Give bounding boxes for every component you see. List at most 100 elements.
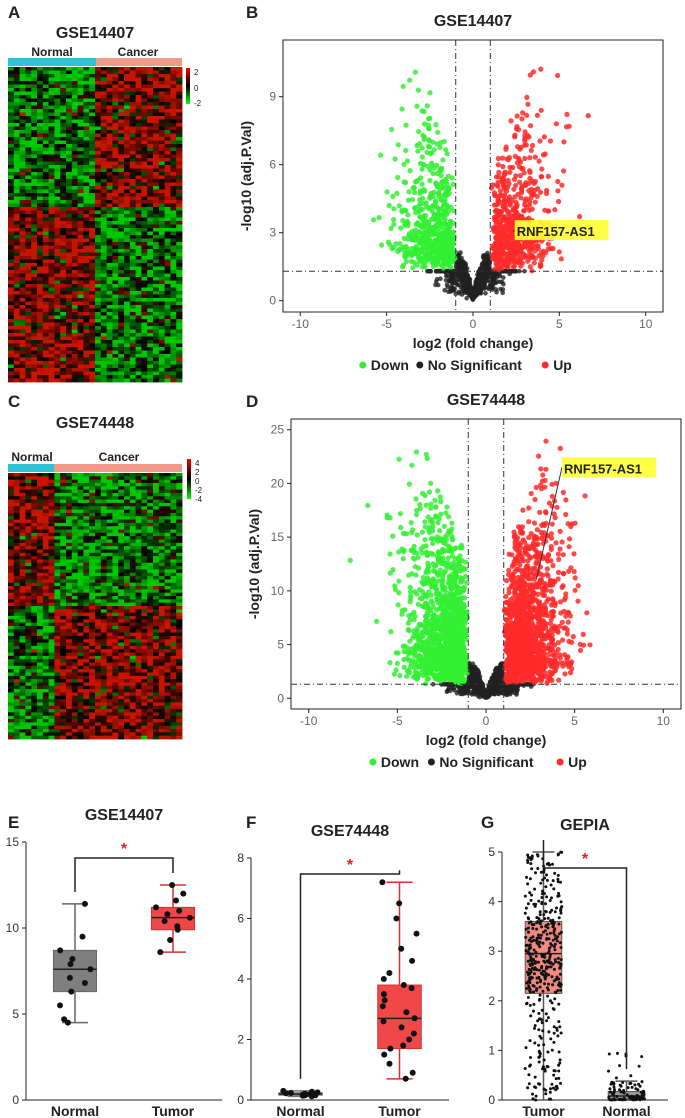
panel-c-colorbar (187, 459, 191, 499)
boxF-ytick-label: 2 (237, 1033, 244, 1047)
boxG-ytick-label: 5 (488, 845, 495, 859)
volcB-annotation-leader (512, 229, 516, 233)
boxG-title: GEPIA (560, 817, 610, 834)
volcD-annotation: RNF157-AS1 (564, 461, 642, 476)
volcD-legend-label: Up (568, 754, 587, 770)
volcB-ylabel: -log10 (adj.P.Val) (238, 121, 254, 231)
panel-a-title: GSE14407 (56, 25, 134, 42)
volcD-legend-label: No Significant (439, 754, 533, 770)
panel-c-colorbar-tick-0: 0 (195, 477, 200, 486)
volcD-ylabel: -log10 (adj.P.Val) (246, 509, 262, 619)
boxG-ytick-label: 2 (488, 994, 495, 1008)
boxF-significance-star: * (347, 857, 354, 874)
panel-a-normal-bar (8, 58, 96, 66)
panel-a-group-normal: Normal (31, 45, 72, 59)
volcD-ytick-label: 5 (277, 638, 284, 652)
panel-b-volcano: GSE14407 -10 -5 0 5 10 0 3 6 9 log2 (fold change) -… (238, 13, 664, 373)
volcB-ytick-label: 3 (269, 226, 276, 240)
panel-a-cancer-bar (96, 58, 182, 66)
panel-c-label: C (8, 392, 20, 411)
volcD-points (347, 438, 593, 700)
boxE-ytick-label: 10 (6, 921, 20, 935)
boxF-ytick-label: 8 (237, 851, 244, 865)
boxF-xlabel-normal: Normal (276, 1103, 324, 1118)
boxG-significance-star: * (582, 851, 589, 868)
panel-c-colorbar-tick-2: 2 (195, 468, 200, 477)
panel-c-group-cancer: Cancer (99, 450, 140, 464)
panel-g-boxplot: GEPIA 0 1 2 3 4 5 Tumor Normal * (488, 817, 668, 1118)
boxE-points-normal (57, 900, 94, 1026)
volcB-annotation: RNF157-AS1 (517, 224, 595, 239)
panel-c-group-normal: Normal (11, 450, 52, 464)
panel-b-label: B (246, 3, 258, 22)
boxG-ytick-label: 0 (488, 1093, 495, 1107)
boxF-title: GSE74448 (311, 823, 389, 840)
volcD-annotation-leader (536, 467, 563, 579)
volcB-legend-label: Down (371, 357, 409, 373)
panel-f-label: F (246, 813, 256, 832)
boxG-ytick-label: 4 (488, 895, 495, 909)
volcD-xtick-label: 0 (483, 714, 490, 728)
boxG-xlabel-tumor: Tumor (522, 1103, 565, 1118)
boxF-significance-bracket (299, 870, 401, 1079)
volcD-legend-marker (369, 758, 377, 766)
panel-c-normal-bar (8, 464, 54, 472)
volcB-xlabel: log2 (fold change) (413, 335, 534, 351)
volcD-xtick-label: -10 (300, 714, 318, 728)
volcD-title: GSE74448 (447, 392, 525, 409)
boxE-title: GSE14407 (85, 807, 163, 824)
volcD-ytick-label: 20 (271, 476, 285, 490)
volcB-legend-label: No Significant (428, 357, 522, 373)
boxG-xlabel-normal: Normal (602, 1103, 650, 1118)
boxG-points-normal (607, 1051, 646, 1102)
boxE-ytick-label: 0 (12, 1093, 19, 1107)
volcB-title: GSE14407 (434, 13, 512, 30)
volcD-xlabel: log2 (fold change) (426, 732, 547, 748)
volcD-ytick-label: 10 (271, 584, 285, 598)
boxE-xlabel-tumor: Tumor (152, 1103, 195, 1118)
volcB-annotation-highlight (514, 220, 609, 241)
volcB-ytick-label: 0 (269, 294, 276, 308)
boxE-xlabel-normal: Normal (51, 1103, 99, 1118)
panel-c-title: GSE74448 (56, 415, 134, 432)
volcB-xtick-label: 0 (470, 317, 477, 331)
volcD-legend-label: Down (381, 754, 419, 770)
panel-f-boxplot: GSE74448 0 2 4 6 8 Normal Tumor * (237, 823, 449, 1118)
volcB-legend-marker (416, 361, 424, 369)
boxE-box-tumor (150, 906, 196, 931)
panel-a-colorbar-tick-2: 2 (194, 68, 199, 77)
boxE-significance-bracket (74, 857, 174, 892)
panel-c-colorbar-tick-neg2: -2 (195, 486, 203, 495)
volcB-ytick-label: 9 (269, 90, 276, 104)
panel-a-colorbar (186, 68, 190, 104)
volcB-legend-label: Up (553, 357, 572, 373)
panel-e-boxplot: GSE14407 0 5 10 15 Normal Tumor * (6, 807, 222, 1118)
boxG-points-tumor (523, 850, 564, 1102)
boxE-ytick-label: 15 (6, 835, 20, 849)
panel-c-colorbar-tick-4: 4 (195, 459, 200, 468)
boxF-points-tumor (379, 879, 420, 1082)
volcD-xtick-label: 10 (657, 714, 671, 728)
boxG-significance-bracket (542, 840, 628, 1070)
volcD-legend-marker (556, 758, 564, 766)
volcB-legend-marker (541, 361, 549, 369)
volcD-xtick-label: -5 (392, 714, 403, 728)
panel-d-volcano: GSE74448 -10 -5 0 5 10 0 5 10 15 20 25 log2 (fold ch… (246, 392, 682, 770)
panel-c-colorbar-tick-neg4: -4 (195, 495, 203, 504)
volcD-legend-marker (427, 758, 435, 766)
panel-a-label: A (8, 3, 20, 22)
volcB-xtick-label: -5 (381, 317, 392, 331)
boxF-points-normal (280, 1087, 321, 1100)
volcB-xtick-label: 5 (556, 317, 563, 331)
boxG-ytick-label: 3 (488, 944, 495, 958)
panel-d-label: D (246, 392, 258, 411)
boxF-ytick-label: 4 (237, 972, 244, 986)
boxG-ytick-label: 1 (488, 1043, 495, 1057)
boxE-points-tumor (153, 882, 193, 956)
volcD-ytick-label: 25 (271, 423, 285, 437)
volcB-xtick-label: 10 (639, 317, 653, 331)
panel-a-heatmap (8, 67, 183, 383)
boxF-xlabel-tumor: Tumor (378, 1103, 421, 1118)
panel-c-cancer-bar (54, 464, 182, 472)
panel-c-heatmap (8, 473, 183, 740)
